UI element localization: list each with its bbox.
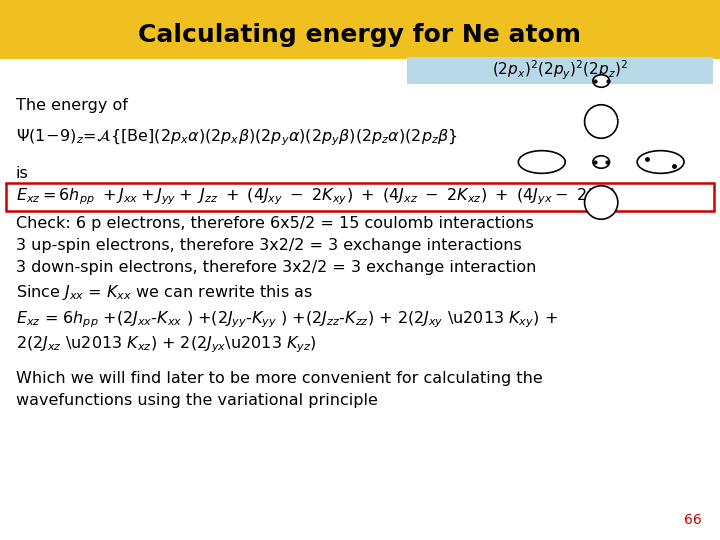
Text: The energy of: The energy of xyxy=(16,98,127,113)
Text: 3 down-spin electrons, therefore 3x2/2 = 3 exchange interaction: 3 down-spin electrons, therefore 3x2/2 =… xyxy=(16,260,536,275)
Ellipse shape xyxy=(593,75,610,87)
Text: is: is xyxy=(16,166,29,181)
Bar xyxy=(0,0,720,59)
Text: $E_{xz} = 6h_{pp}\ +J_{xx}+J_{yy}+\ J_{zz}\ +\ (4J_{xy}\ -\ 2K_{xy})\ +\ (4J_{xz: $E_{xz} = 6h_{pp}\ +J_{xx}+J_{yy}+\ J_{z… xyxy=(16,187,616,207)
Ellipse shape xyxy=(593,156,610,168)
Ellipse shape xyxy=(637,151,684,173)
Bar xyxy=(6,183,714,211)
Text: Calculating energy for Ne atom: Calculating energy for Ne atom xyxy=(138,23,582,47)
Text: $E_{xz}$ = $6h_{pp}$ +$(2J_{xx}$-$K_{xx}$ ) +$(2J_{yy}$-$K_{yy}$ ) +$(2J_{zz}$-$: $E_{xz}$ = $6h_{pp}$ +$(2J_{xx}$-$K_{xx}… xyxy=(16,309,557,330)
Text: 2$(2J_{xz}$ \u2013 $K_{xz}$) + 2$(2J_{yx}$\u2013 $K_{yz}$): 2$(2J_{xz}$ \u2013 $K_{xz}$) + 2$(2J_{yx… xyxy=(16,334,317,355)
Bar xyxy=(407,57,713,84)
Text: wavefunctions using the variational principle: wavefunctions using the variational prin… xyxy=(16,393,378,408)
Text: Which we will find later to be more convenient for calculating the: Which we will find later to be more conv… xyxy=(16,370,543,386)
Text: $(2p_x)^2(2p_y)^2(2p_z)^2$: $(2p_x)^2(2p_y)^2(2p_z)^2$ xyxy=(492,58,628,82)
Text: 3 up-spin electrons, therefore 3x2/2 = 3 exchange interactions: 3 up-spin electrons, therefore 3x2/2 = 3… xyxy=(16,238,521,253)
Text: 66: 66 xyxy=(684,512,702,526)
Text: Since $J_{xx}$ = $K_{xx}$ we can rewrite this as: Since $J_{xx}$ = $K_{xx}$ we can rewrite… xyxy=(16,283,312,302)
Ellipse shape xyxy=(518,151,565,173)
Text: Check: 6 p electrons, therefore 6x5/2 = 15 coulomb interactions: Check: 6 p electrons, therefore 6x5/2 = … xyxy=(16,216,534,231)
Text: $\Psi(1\!-\!9)_z\!=\!\mathcal{A}$$\{$[Be]$(2p_x\alpha)(2p_x\beta)(2p_y\alpha)(2p: $\Psi(1\!-\!9)_z\!=\!\mathcal{A}$$\{$[Be… xyxy=(16,127,458,148)
Ellipse shape xyxy=(585,105,618,138)
Ellipse shape xyxy=(585,186,618,219)
